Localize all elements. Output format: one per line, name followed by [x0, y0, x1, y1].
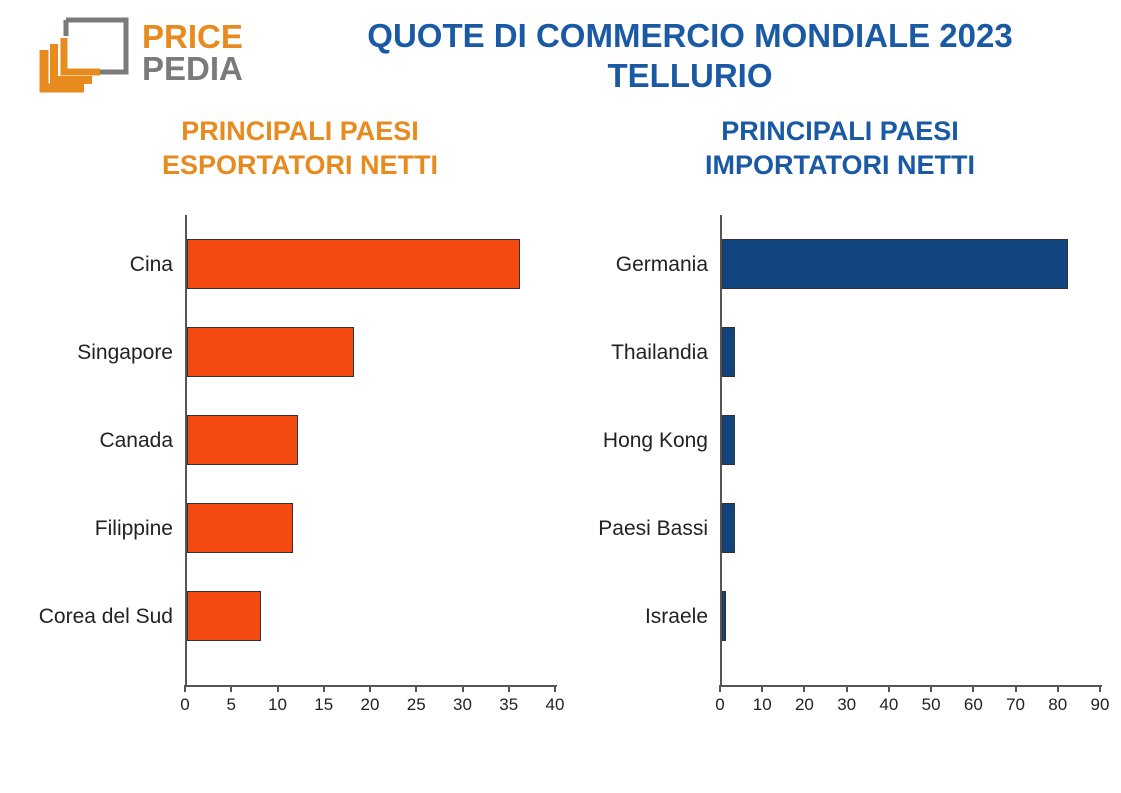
bar — [722, 327, 735, 377]
x-tick-label: 5 — [227, 695, 236, 715]
bar-label: Paesi Bassi — [580, 518, 708, 539]
x-tick-label: 15 — [314, 695, 333, 715]
right-chart-title-line2: IMPORTATORI NETTI — [590, 149, 1090, 183]
bar-label: Corea del Sud — [35, 606, 173, 627]
right-chart-title: PRINCIPALI PAESI IMPORTATORI NETTI — [590, 115, 1090, 183]
logo: PRICE PEDIA — [24, 14, 264, 94]
x-tick-label: 30 — [837, 695, 856, 715]
x-tick-label: 60 — [964, 695, 983, 715]
title-line1: QUOTE DI COMMERCIO MONDIALE 2023 — [290, 16, 1090, 56]
x-tick-label: 0 — [715, 695, 724, 715]
exporters-chart: Cina Singapore Canada Filippine Corea del Su… — [35, 215, 560, 755]
x-tick-label: 40 — [879, 695, 898, 715]
x-tick-label: 40 — [546, 695, 565, 715]
bar — [187, 415, 298, 465]
importers-chart: Germania Thailandia Hong Kong Paesi Bassi Is… — [580, 215, 1105, 755]
x-tick-label: 80 — [1048, 695, 1067, 715]
x-tick-label: 25 — [407, 695, 426, 715]
x-tick-label: 35 — [499, 695, 518, 715]
right-chart-title-line1: PRINCIPALI PAESI — [590, 115, 1090, 149]
logo-text-bottom: PEDIA — [142, 50, 243, 87]
bar — [187, 239, 520, 289]
bar — [722, 591, 726, 641]
bar-label: Canada — [35, 430, 173, 451]
page: PRICE PEDIA QUOTE DI COMMERCIO MONDIALE … — [0, 0, 1121, 793]
x-tick-label: 90 — [1091, 695, 1110, 715]
bar — [722, 239, 1068, 289]
x-tick-label: 20 — [795, 695, 814, 715]
bar-label: Israele — [580, 606, 708, 627]
bar-label: Thailandia — [580, 342, 708, 363]
charts-container: Cina Singapore Canada Filippine Corea del Su… — [0, 215, 1121, 755]
x-tick-label: 50 — [922, 695, 941, 715]
left-chart-title-line2: ESPORTATORI NETTI — [60, 149, 540, 183]
bar — [187, 591, 261, 641]
x-tick-label: 20 — [361, 695, 380, 715]
x-tick-label: 10 — [753, 695, 772, 715]
x-tick-label: 70 — [1006, 695, 1025, 715]
main-title: QUOTE DI COMMERCIO MONDIALE 2023 TELLURI… — [290, 16, 1090, 95]
logo-svg: PRICE PEDIA — [24, 14, 264, 94]
title-line2: TELLURIO — [290, 56, 1090, 96]
subtitles: PRINCIPALI PAESI ESPORTATORI NETTI PRINC… — [0, 115, 1121, 205]
left-chart-title-line1: PRINCIPALI PAESI — [60, 115, 540, 149]
bar-label: Germania — [580, 254, 708, 275]
x-tick-label: 10 — [268, 695, 287, 715]
bar-label: Singapore — [35, 342, 173, 363]
bar-label: Cina — [35, 254, 173, 275]
x-tick-label: 0 — [180, 695, 189, 715]
x-tick-label: 30 — [453, 695, 472, 715]
bar-label: Filippine — [35, 518, 173, 539]
left-chart-title: PRINCIPALI PAESI ESPORTATORI NETTI — [60, 115, 540, 183]
bar — [722, 415, 735, 465]
bar — [187, 503, 293, 553]
bar-label: Hong Kong — [580, 430, 708, 451]
bar — [187, 327, 354, 377]
bar — [722, 503, 735, 553]
